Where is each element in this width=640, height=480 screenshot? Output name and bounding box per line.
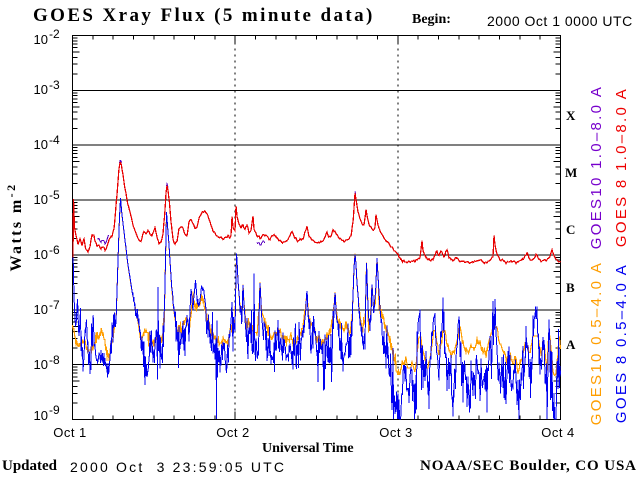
svg-text:-4: -4 (49, 133, 60, 147)
svg-text:10: 10 (34, 32, 48, 47)
svg-text:Oct 1: Oct 1 (53, 425, 87, 440)
svg-text:10: 10 (34, 192, 48, 207)
svg-text:-3: -3 (49, 78, 60, 92)
svg-text:Oct 4: Oct 4 (541, 425, 575, 440)
svg-text:Oct 3: Oct 3 (379, 425, 413, 440)
svg-text:-2: -2 (49, 27, 60, 41)
svg-text:GOES 8 0.5–4.0 A: GOES 8 0.5–4.0 A (613, 263, 630, 423)
svg-text:GOES10 0.5–4.0 A: GOES10 0.5–4.0 A (588, 261, 605, 425)
svg-text:Watts m-2: Watts m-2 (4, 183, 25, 272)
svg-text:-9: -9 (49, 403, 60, 417)
svg-text:-8: -8 (49, 353, 60, 367)
svg-text:10: 10 (34, 357, 48, 372)
svg-text:10: 10 (34, 247, 48, 262)
svg-text:-6: -6 (49, 243, 60, 257)
svg-text:Oct 2: Oct 2 (216, 425, 250, 440)
svg-text:10: 10 (34, 137, 48, 152)
svg-text:10: 10 (34, 82, 48, 97)
svg-text:GOES 8 1.0–8.0 A: GOES 8 1.0–8.0 A (613, 87, 630, 247)
svg-text:10: 10 (34, 302, 48, 317)
svg-text:-5: -5 (49, 188, 60, 202)
svg-text:GOES10 1.0–8.0 A: GOES10 1.0–8.0 A (588, 85, 605, 249)
svg-text:10: 10 (34, 408, 48, 423)
svg-text:-7: -7 (49, 298, 60, 312)
